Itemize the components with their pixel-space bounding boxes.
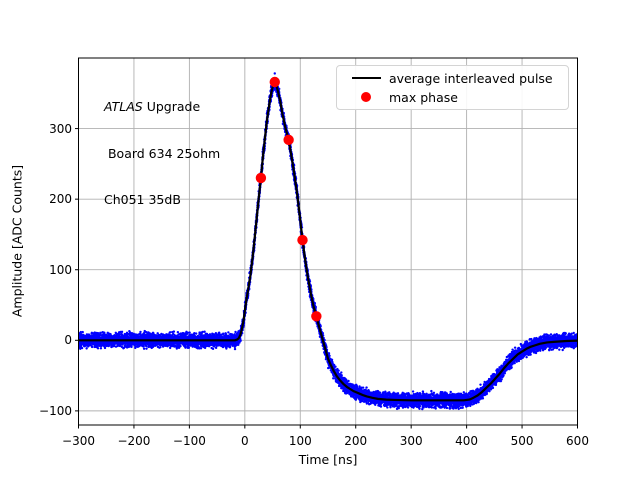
plot-annotation: ATLAS Upgrade Board 634 25ohm Ch051 35dB [104,68,220,239]
x-tick-label: −300 [62,434,95,448]
legend: average interleaved pulse max phase [336,65,569,110]
annotation-line-1: ATLAS Upgrade [104,99,220,115]
legend-label-max-phase: max phase [389,89,458,105]
legend-dot-swatch-wrap [351,92,381,102]
x-tick-label: 100 [288,434,312,448]
y-tick-label: 100 [49,262,72,277]
annotation-line-3: Ch051 35dB [104,192,181,207]
y-axis-label: Amplitude [ADC Counts] [9,164,25,318]
x-tick-label: 400 [455,434,479,448]
x-tick-label: 200 [344,434,368,448]
y-tick-label: 0 [64,333,72,348]
y-tick-label: −100 [39,403,72,418]
x-tick-label: 0 [241,434,249,448]
x-axis-label: Time [ns] [298,452,358,467]
legend-line-swatch [351,77,381,79]
annotation-line-2: Board 634 25ohm [104,145,221,161]
legend-item-max-phase: max phase [351,88,564,107]
annotation-atlas-italic: ATLAS [104,99,143,114]
annotation-line-1-rest: Upgrade [142,99,201,114]
legend-line-swatch-wrap [351,77,381,79]
y-tick-label: 200 [49,192,72,207]
x-tick-label: 300 [399,434,423,448]
x-tick-label: −200 [117,434,151,448]
y-tick-label: 300 [49,121,72,136]
legend-label-average-pulse: average interleaved pulse [389,70,553,86]
x-tick-label: 500 [510,434,534,448]
x-tick-label: 600 [566,434,589,448]
legend-item-average-pulse: average interleaved pulse [351,69,564,88]
x-tick-label: −100 [172,434,206,448]
legend-dot-swatch [361,92,371,102]
